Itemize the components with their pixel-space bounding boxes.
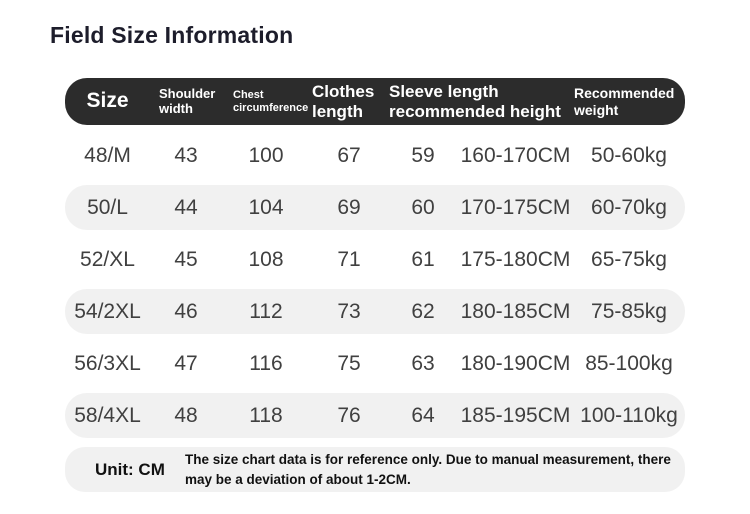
- cell-clothes-length: 73: [337, 299, 361, 323]
- cell-recommended-height: 175-180CM: [460, 247, 571, 271]
- header-sleeve-length-recommended-height: Sleeve length recommended height: [389, 81, 561, 121]
- header-chest-circumference: Chest circumference: [233, 88, 309, 114]
- header-clothes-length: Clothes length: [312, 81, 375, 121]
- cell-clothes-length: 71: [337, 247, 361, 271]
- cell-size: 52/XL: [80, 247, 135, 271]
- table-row: 52/XL 45 108 71 61 175-180CM 65-75kg: [65, 237, 685, 282]
- cell-recommended-height: 170-175CM: [460, 195, 571, 219]
- cell-chest-circumference: 118: [249, 403, 283, 427]
- header-size: Size: [86, 89, 129, 113]
- cell-sleeve-length: 60: [411, 195, 435, 219]
- header-recommended-weight: Recommended weight: [574, 85, 675, 118]
- cell-clothes-length: 75: [337, 351, 361, 375]
- table-footer: Unit: CM The size chart data is for refe…: [65, 447, 685, 492]
- table-row: 58/4XL 48 118 76 64 185-195CM 100-110kg: [65, 393, 685, 438]
- cell-recommended-height: 180-185CM: [460, 299, 571, 323]
- unit-label: Unit: CM: [95, 459, 165, 479]
- cell-recommended-weight: 65-75kg: [591, 247, 667, 271]
- cell-recommended-weight: 85-100kg: [585, 351, 673, 375]
- cell-recommended-weight: 75-85kg: [591, 299, 667, 323]
- cell-recommended-weight: 60-70kg: [591, 195, 667, 219]
- size-table: Size Shoulder width Chest circumference …: [65, 78, 685, 492]
- cell-shoulder-width: 47: [174, 351, 198, 375]
- header-shoulder-width: Shoulder width: [159, 85, 216, 116]
- cell-recommended-height: 185-195CM: [460, 403, 571, 427]
- table-row: 56/3XL 47 116 75 63 180-190CM 85-100kg: [65, 341, 685, 386]
- cell-recommended-weight: 100-110kg: [580, 403, 678, 427]
- cell-clothes-length: 76: [337, 403, 361, 427]
- cell-chest-circumference: 100: [248, 143, 284, 167]
- table-body: 48/M 43 100 67 59 160-170CM 50-60kg 50/L 44 104 69…: [65, 133, 685, 438]
- cell-chest-circumference: 116: [249, 351, 283, 375]
- cell-recommended-weight: 50-60kg: [591, 143, 667, 167]
- cell-chest-circumference: 112: [249, 299, 283, 323]
- cell-clothes-length: 69: [337, 195, 361, 219]
- cell-size: 54/2XL: [74, 299, 141, 323]
- cell-sleeve-length: 62: [411, 299, 435, 323]
- cell-size: 58/4XL: [74, 403, 141, 427]
- cell-sleeve-length: 61: [411, 247, 435, 271]
- cell-size: 56/3XL: [74, 351, 141, 375]
- footer-note: The size chart data is for reference onl…: [185, 451, 671, 487]
- cell-shoulder-width: 46: [174, 299, 198, 323]
- cell-size: 48/M: [84, 143, 131, 167]
- cell-sleeve-length: 64: [411, 403, 435, 427]
- cell-shoulder-width: 45: [174, 247, 198, 271]
- cell-chest-circumference: 104: [248, 195, 284, 219]
- cell-recommended-height: 180-190CM: [460, 351, 571, 375]
- cell-shoulder-width: 48: [174, 403, 198, 427]
- cell-chest-circumference: 108: [248, 247, 284, 271]
- cell-sleeve-length: 59: [411, 143, 435, 167]
- cell-clothes-length: 67: [337, 143, 361, 167]
- table-row: 48/M 43 100 67 59 160-170CM 50-60kg: [65, 133, 685, 178]
- cell-shoulder-width: 44: [174, 195, 198, 219]
- table-row: 54/2XL 46 112 73 62 180-185CM 75-85kg: [65, 289, 685, 334]
- size-chart-page: Field Size Information Size Shoulder wid…: [0, 20, 750, 514]
- cell-shoulder-width: 43: [174, 143, 198, 167]
- table-header-row: Size Shoulder width Chest circumference …: [65, 78, 685, 125]
- page-title: Field Size Information: [50, 22, 294, 48]
- cell-sleeve-length: 63: [411, 351, 435, 375]
- table-row: 50/L 44 104 69 60 170-175CM 60-70kg: [65, 185, 685, 230]
- cell-recommended-height: 160-170CM: [460, 143, 571, 167]
- cell-size: 50/L: [87, 195, 128, 219]
